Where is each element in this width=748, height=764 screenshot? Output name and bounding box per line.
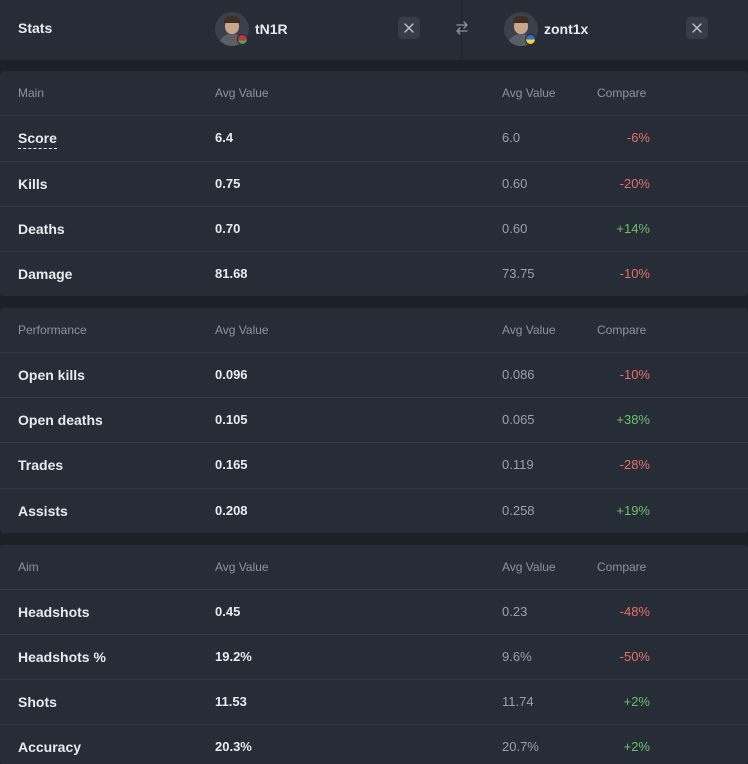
player2-name: zont1x [544, 21, 589, 37]
compare-value: -20% [619, 176, 650, 191]
close-icon [692, 23, 702, 33]
stat-label: Trades [18, 457, 64, 473]
col-header-compare: Compare [597, 560, 647, 574]
compare-value: -50% [619, 649, 650, 664]
player1-value: 0.208 [215, 503, 248, 518]
table-row: Headshots 0.45 0.23 -48% [0, 589, 748, 634]
player2-value: 20.7% [502, 739, 539, 754]
player1-value: 6.4 [215, 130, 234, 145]
table-row: Deaths 0.70 0.60 +14% [0, 206, 748, 251]
remove-player2-button[interactable] [686, 17, 708, 39]
close-icon [404, 23, 414, 33]
col-header-compare: Compare [597, 86, 647, 100]
player2-value: 0.065 [502, 412, 535, 427]
col-header-player2: Avg Value [502, 560, 556, 574]
player2-value: 0.086 [502, 367, 535, 382]
table-row: Damage 81.68 73.75 -10% [0, 251, 748, 296]
player2-value: 0.258 [502, 503, 535, 518]
table-row: Kills 0.75 0.60 -20% [0, 161, 748, 206]
player2-value: 0.60 [502, 176, 528, 191]
stat-label: Shots [18, 694, 57, 710]
section-title: Aim [18, 560, 39, 574]
stat-label: Damage [18, 266, 73, 282]
compare-value: +19% [616, 503, 650, 518]
player1-value: 0.45 [215, 604, 241, 619]
compare-value: +14% [616, 221, 650, 236]
remove-player1-button[interactable] [398, 17, 420, 39]
stat-label: Open kills [18, 367, 85, 383]
compare-value: -48% [619, 604, 650, 619]
swap-players-icon[interactable] [454, 20, 470, 36]
stat-label: Open deaths [18, 412, 103, 428]
player1-chip[interactable]: tN1R [215, 12, 288, 46]
compare-header: Stats tN1R zont1x [0, 0, 748, 60]
stat-label: Headshots [18, 604, 90, 620]
player2-chip[interactable]: zont1x [504, 12, 588, 46]
compare-value: +38% [616, 412, 650, 427]
player1-value: 81.68 [215, 266, 248, 281]
player2-flag-icon [525, 34, 536, 45]
player1-value: 20.3% [215, 739, 252, 754]
col-header-player1: Avg Value [215, 323, 269, 337]
player2-value: 0.119 [502, 457, 534, 472]
col-header-compare: Compare [597, 323, 647, 337]
player2-value: 0.60 [502, 221, 528, 236]
section-aim: Aim Avg Value Avg Value Compare Headshot… [0, 545, 748, 764]
compare-value: +2% [623, 739, 650, 754]
player1-flag-icon [237, 34, 248, 45]
stats-title: Stats [18, 20, 53, 36]
section-title: Performance [18, 323, 87, 337]
compare-value: -28% [619, 457, 650, 472]
section-performance: Performance Avg Value Avg Value Compare … [0, 308, 748, 533]
col-header-player1: Avg Value [215, 560, 269, 574]
table-row: Assists 0.208 0.258 +19% [0, 488, 748, 533]
player1-name: tN1R [255, 21, 288, 37]
col-header-player2: Avg Value [502, 323, 556, 337]
player1-value: 0.70 [215, 221, 241, 236]
table-row: Headshots % 19.2% 9.6% -50% [0, 634, 748, 679]
section-main: Main Avg Value Avg Value Compare Score 6… [0, 71, 748, 296]
stat-label: Kills [18, 176, 48, 192]
table-row: Accuracy 20.3% 20.7% +2% [0, 724, 748, 764]
table-row: Open deaths 0.105 0.065 +38% [0, 397, 748, 442]
player1-value: 19.2% [215, 649, 252, 664]
stat-label: Headshots % [18, 649, 106, 665]
stat-label: Assists [18, 503, 68, 519]
player1-value: 11.53 [215, 694, 247, 709]
col-header-player1: Avg Value [215, 86, 269, 100]
compare-value: -10% [619, 266, 650, 281]
player2-value: 6.0 [502, 130, 521, 145]
table-row: Shots 11.53 11.74 +2% [0, 679, 748, 724]
header-divider [461, 0, 462, 60]
section-header: Performance Avg Value Avg Value Compare [0, 308, 748, 352]
compare-value: -10% [619, 367, 650, 382]
player2-value: 11.74 [502, 694, 534, 709]
stat-label: Accuracy [18, 739, 82, 755]
compare-value: -6% [626, 130, 650, 145]
table-row: Open kills 0.096 0.086 -10% [0, 352, 748, 397]
section-header: Aim Avg Value Avg Value Compare [0, 545, 748, 589]
stat-label[interactable]: Score [18, 130, 57, 149]
section-header: Main Avg Value Avg Value Compare [0, 71, 748, 115]
table-row: Score 6.4 6.0 -6% [0, 115, 748, 160]
player1-value: 0.105 [215, 412, 248, 427]
player1-value: 0.165 [215, 457, 248, 472]
col-header-player2: Avg Value [502, 86, 556, 100]
player2-value: 0.23 [502, 604, 528, 619]
player2-value: 73.75 [502, 266, 535, 281]
player1-value: 0.096 [215, 367, 248, 382]
player2-value: 9.6% [502, 649, 532, 664]
table-row: Trades 0.165 0.119 -28% [0, 442, 748, 487]
player1-value: 0.75 [215, 176, 241, 191]
compare-value: +2% [623, 694, 650, 709]
stat-label: Deaths [18, 221, 65, 237]
section-title: Main [18, 86, 45, 100]
